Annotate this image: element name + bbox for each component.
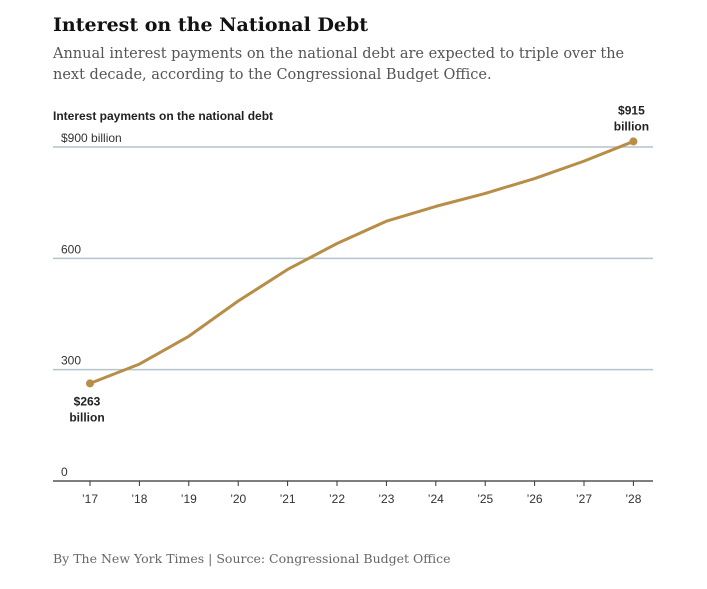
- x-tick-label: ’28: [625, 492, 641, 506]
- y-tick-label: 300: [61, 354, 81, 368]
- x-tick-label: ’25: [477, 492, 493, 506]
- y-tick-label: 600: [61, 242, 81, 256]
- chart-title: Interest on the National Debt: [53, 14, 369, 36]
- series-line: [88, 139, 635, 385]
- source-credit: By The New York Times | Source: Congress…: [53, 551, 451, 566]
- x-tick-label: ’18: [131, 492, 147, 506]
- end-value-label: billion: [614, 119, 649, 133]
- x-tick-label: ’23: [378, 492, 394, 506]
- x-tick-label: ’27: [576, 492, 592, 506]
- y-axis-labels: 0 300 600 $900 billion: [61, 131, 122, 479]
- x-tick-label: ’17: [82, 492, 98, 506]
- annotations: $263 billion $915 billion: [69, 103, 649, 424]
- y-tick-label: 0: [61, 465, 68, 479]
- x-tick-label: ’22: [329, 492, 345, 506]
- start-value-label: $263: [74, 394, 101, 408]
- end-value-label: $915: [618, 103, 645, 117]
- chart-label: Interest payments on the national debt: [53, 109, 274, 123]
- end-point: [629, 137, 638, 146]
- start-point: [86, 379, 94, 388]
- x-tick-label: ’21: [280, 492, 296, 506]
- start-value-label: billion: [69, 410, 104, 424]
- x-tick-label: ’24: [428, 492, 444, 506]
- x-tick-label: ’19: [181, 492, 197, 506]
- x-tick-label: ’26: [527, 492, 543, 506]
- x-axis: ’17 ’18 ’19 ’20 ’21 ’22 ’23 ’24 ’25 ’26 ’27 ’28: [53, 480, 653, 506]
- series: [86, 137, 638, 388]
- chart-subtitle: Annual interest payments on the national…: [53, 46, 625, 83]
- x-tick-label: ’20: [230, 492, 246, 506]
- y-tick-label: $900 billion: [61, 131, 122, 145]
- gridlines: [53, 146, 653, 371]
